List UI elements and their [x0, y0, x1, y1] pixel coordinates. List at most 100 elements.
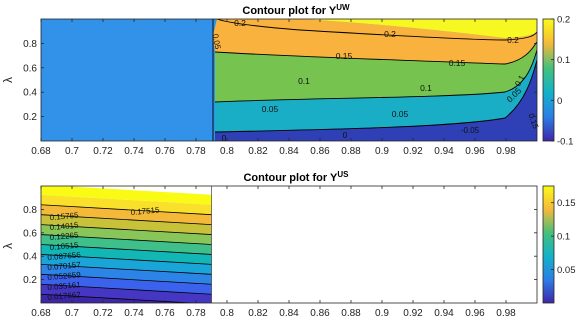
top-contour-line-4: [214, 59, 537, 133]
top-contour-line-3: [214, 49, 537, 103]
top-chart: Contour plot for YUW 0.2 0.2 0.2 0.15 0.…: [1, 3, 573, 157]
x-tick-label: 0.7: [65, 146, 79, 157]
top-band-fill-2: [215, 42, 537, 102]
contour-line: [41, 204, 212, 216]
colorbar-tick-label: 0.05: [557, 265, 576, 276]
y-tick-label: 0.6: [23, 63, 37, 74]
contour-band: [41, 186, 212, 187]
y-tick-label: 0.8: [23, 205, 37, 216]
x-tick-label: 0.88: [341, 146, 361, 157]
colorbar-tick-label: 0.15: [557, 198, 576, 209]
top-clabel: 0: [343, 130, 348, 140]
bottom-colorbar: [542, 185, 555, 304]
x-tick-label: 0.7: [65, 308, 79, 319]
bottom-chart-title: Contour plot for YUS: [243, 170, 349, 184]
bottom-axis-ticks: 0.68 0.7 0.72 0.74 0.76 0.78 0.8 0.82 0.84 0.86 0.…: [23, 186, 537, 319]
x-tick-label: 0.82: [248, 308, 268, 319]
x-tick-label: 0.84: [279, 146, 299, 157]
contour-line: [41, 234, 212, 245]
top-axis-ticks: 0.68 0.7 0.72 0.74 0.76 0.78 0.8 0.82 0.84 0.86 0.…: [23, 19, 537, 157]
colorbar-tick-label: 0: [557, 96, 562, 107]
x-tick-label: 0.76: [155, 146, 175, 157]
contour-label: 0.035161: [47, 280, 82, 292]
top-clabel: 0.05: [262, 104, 279, 114]
top-band-fill-3: [213, 19, 537, 64]
y-tick-label: 0.2: [23, 112, 37, 123]
bottom-colorbar-ticks: 0.15 0.1 0.05: [551, 198, 576, 276]
x-tick-label: 0.72: [93, 308, 113, 319]
bottom-plot-area: [41, 186, 537, 303]
top-contour-line-2: [214, 41, 537, 65]
top-clabel: 0.05: [392, 109, 409, 119]
contour-line: [41, 283, 212, 295]
x-tick-label: 0.78: [186, 146, 206, 157]
x-tick-label: 0.94: [434, 308, 454, 319]
contour-label: 0.070157: [47, 260, 82, 272]
contour-line: [41, 244, 212, 255]
y-tick-label: 0.2: [23, 275, 37, 286]
x-tick-label: 0.84: [279, 308, 299, 319]
x-tick-label: 0.74: [124, 146, 144, 157]
colorbar-tick-label: -0.1: [557, 137, 573, 148]
x-tick-label: 0.8: [220, 308, 234, 319]
contour-label: 0.15765: [49, 211, 79, 223]
contour-band: [41, 224, 212, 245]
contour-band: [41, 284, 212, 303]
top-band-fill-4: [300, 19, 537, 38]
contour-band: [41, 234, 212, 255]
top-clabel: 0.1: [420, 83, 432, 93]
bottom-contour-labels: 0.17515 0.157650.140150.122650.105150.087…: [47, 205, 160, 302]
x-tick-label: 0.88: [341, 308, 361, 319]
contour-line: [41, 273, 212, 285]
x-tick-label: 0.82: [248, 146, 268, 157]
colorbar-tick-label: 0.2: [557, 15, 570, 26]
x-tick-label: 0.78: [186, 308, 206, 319]
contour-label: 0.12265: [49, 231, 79, 243]
top-clabel: 0.15: [449, 58, 466, 68]
x-tick-label: 0.98: [496, 146, 516, 157]
top-clabel: 0.2: [384, 29, 396, 39]
x-tick-label: 0.92: [403, 146, 423, 157]
bottom-filled-bands: [41, 186, 212, 303]
top-colorbar-ticks: 0.2 0.1 0 -0.1: [551, 15, 573, 148]
contour-line: [41, 293, 199, 303]
contour-line: [41, 263, 212, 275]
y-tick-label: 0.8: [23, 39, 37, 50]
x-tick-label: 0.9: [375, 146, 389, 157]
y-tick-label: 0.6: [23, 228, 37, 239]
top-clabel: 0.15: [336, 51, 353, 61]
contour-label: 0.017662: [47, 290, 82, 302]
contour-line: [41, 214, 212, 226]
x-tick-label: 0.9: [375, 308, 389, 319]
top-clabel: 0: [222, 133, 227, 143]
contour-label: 0.10515: [49, 241, 79, 253]
x-tick-label: 0.92: [403, 308, 423, 319]
top-plot-area: [41, 19, 537, 141]
x-tick-label: 0.86: [310, 308, 330, 319]
top-clabel: 0.05: [211, 33, 223, 50]
contour-band: [41, 186, 212, 205]
x-tick-label: 0.72: [93, 146, 113, 157]
colorbar-tick-label: 0.1: [557, 232, 570, 243]
y-tick-label: 0.4: [23, 252, 37, 263]
x-tick-label: 0.76: [155, 308, 175, 319]
x-tick-label: 0.86: [310, 146, 330, 157]
contour-line: [41, 224, 212, 235]
contour-band: [41, 254, 212, 275]
contour-band: [41, 204, 212, 225]
contour-label: 0.052659: [47, 270, 82, 282]
x-tick-label: 0.94: [434, 146, 454, 157]
contour-line: [41, 254, 212, 265]
contour-band: [41, 214, 212, 235]
contour-band: [41, 274, 212, 295]
x-tick-label: 0.96: [465, 146, 485, 157]
bottom-undefined-region: [213, 186, 537, 303]
top-contour-line-1: [216, 19, 537, 41]
contour-label: 0.14015: [49, 221, 79, 233]
top-clabel: 0.2: [507, 35, 519, 45]
y-tick-label: 0.4: [23, 88, 37, 99]
x-tick-label: 0.74: [124, 308, 144, 319]
x-tick-label: 0.8: [220, 146, 234, 157]
top-band-fill-0: [215, 60, 537, 141]
